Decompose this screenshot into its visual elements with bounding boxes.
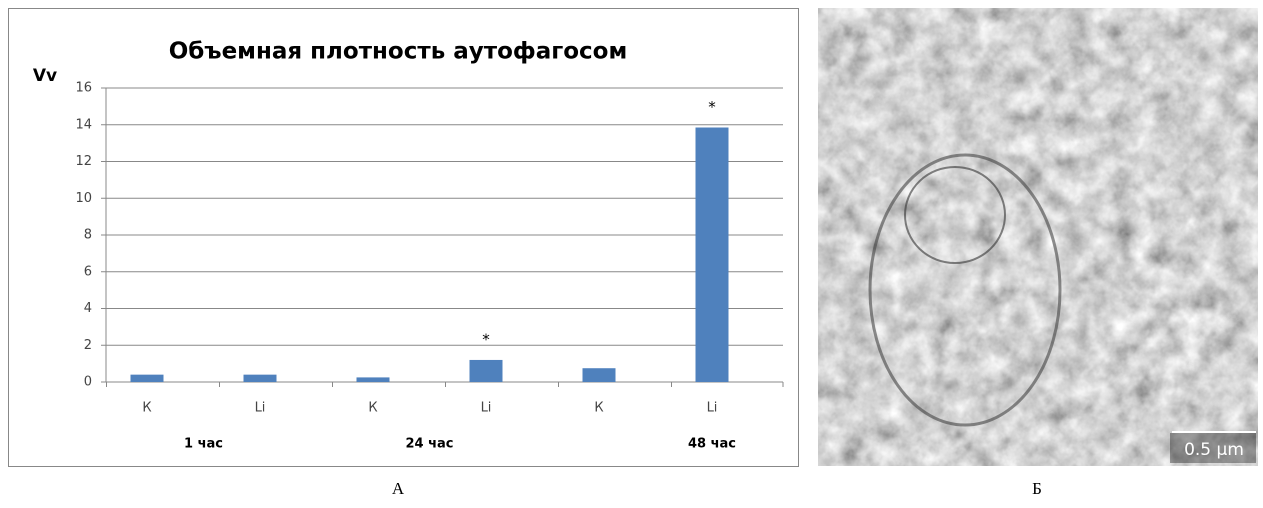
y-tick-label: 8 (84, 228, 92, 243)
chart-title: Объемная плотность аутофагосом (169, 39, 628, 65)
y-tick-label: 2 (84, 338, 92, 353)
chart-frame (8, 8, 799, 467)
scale-bar-label: 0.5 µm (1184, 440, 1244, 460)
group-label: 1 час (184, 437, 223, 452)
annotation: * (482, 330, 490, 348)
organelle-outline (868, 153, 1062, 427)
bar (695, 127, 729, 382)
group-label: 48 час (688, 437, 736, 452)
panel-label: А (392, 479, 405, 498)
bar (469, 359, 503, 382)
y-tick-label: 0 (84, 375, 92, 390)
micrograph: 0.5 µm (818, 8, 1258, 466)
y-tick-label: 10 (75, 191, 92, 206)
y-tick-label: 16 (75, 81, 92, 96)
panel-label: Б (1032, 479, 1042, 498)
bar (582, 368, 616, 382)
bar (130, 374, 164, 382)
x-tick-label: Li (255, 401, 266, 416)
bar (356, 377, 390, 382)
bar (243, 374, 277, 382)
x-tick-label: К (142, 401, 151, 416)
y-tick-label: 6 (84, 264, 92, 279)
y-tick-label: 14 (75, 117, 92, 132)
x-tick-label: Li (707, 401, 718, 416)
y-tick-label: 4 (84, 301, 92, 316)
x-tick-label: К (368, 401, 377, 416)
y-tick-label: 12 (75, 154, 92, 169)
group-label: 24 час (405, 437, 453, 452)
annotation: * (708, 98, 716, 116)
x-tick-label: Li (481, 401, 492, 416)
autophagosome-outline (904, 166, 1006, 264)
x-tick-label: К (594, 401, 603, 416)
micrograph-image (818, 8, 1258, 466)
scale-bar-bg (1170, 433, 1256, 463)
y-axis-label: Vv (33, 66, 57, 86)
